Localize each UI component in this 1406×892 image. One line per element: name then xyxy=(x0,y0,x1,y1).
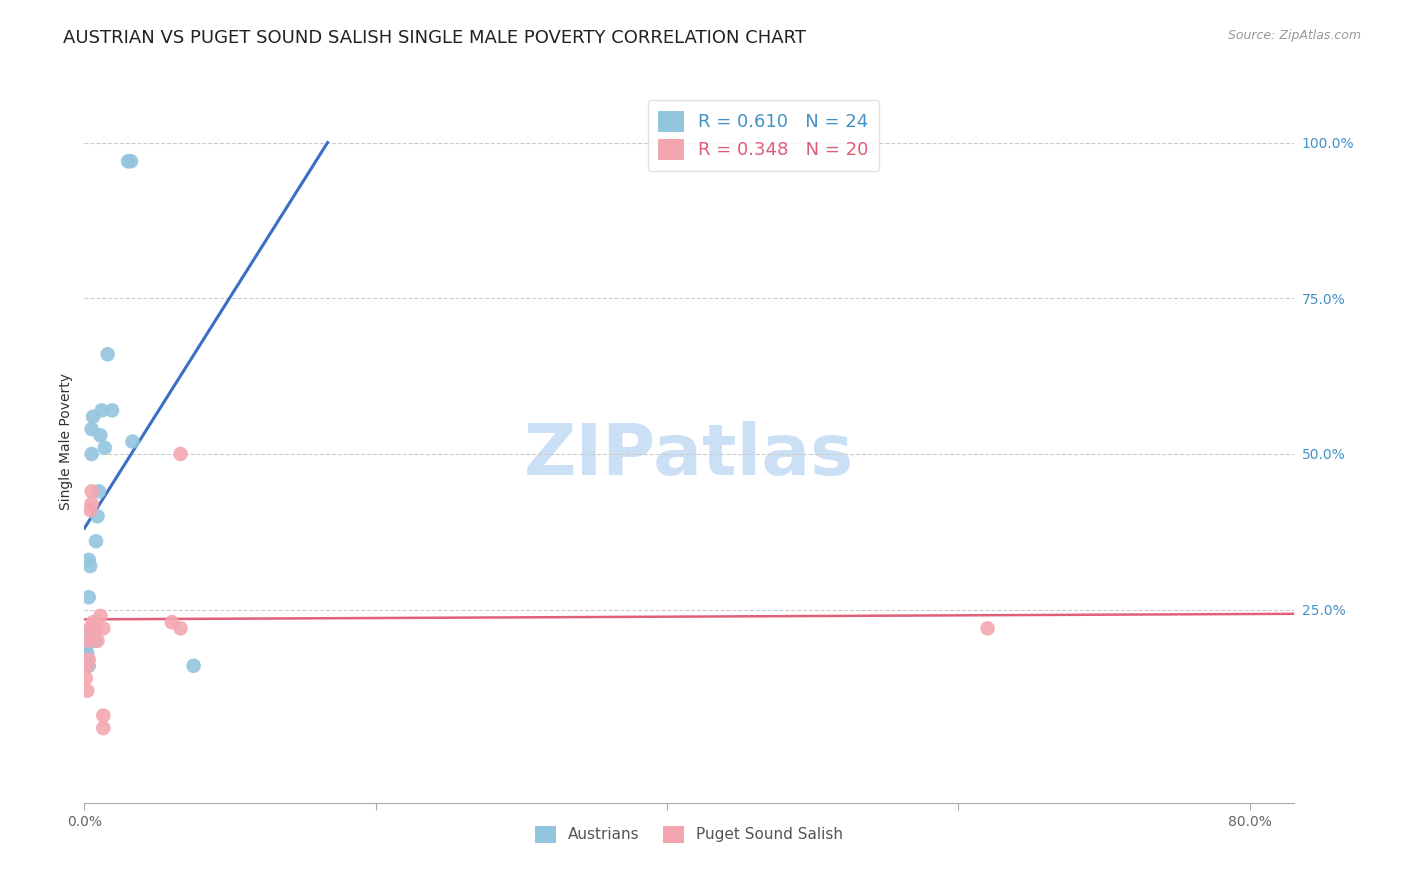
Point xyxy=(80,484,103,499)
Point xyxy=(120,154,142,169)
Point xyxy=(101,403,124,417)
Point xyxy=(86,509,108,524)
Point xyxy=(80,447,103,461)
Point xyxy=(77,591,100,605)
Point xyxy=(169,621,191,635)
Point xyxy=(160,615,183,630)
Point xyxy=(77,553,100,567)
Point xyxy=(84,621,107,635)
Point xyxy=(90,403,112,417)
Point xyxy=(86,633,108,648)
Point xyxy=(75,640,97,654)
Point xyxy=(976,621,998,635)
Point xyxy=(83,633,105,648)
Point xyxy=(79,559,101,574)
Point xyxy=(76,627,98,641)
Point xyxy=(75,652,97,666)
Point xyxy=(75,671,97,685)
Point xyxy=(79,621,101,635)
Point xyxy=(97,347,120,361)
Point xyxy=(77,658,100,673)
Point xyxy=(79,503,101,517)
Text: Source: ZipAtlas.com: Source: ZipAtlas.com xyxy=(1227,29,1361,42)
Point xyxy=(77,652,100,666)
Point xyxy=(89,428,111,442)
Point xyxy=(82,409,104,424)
Point xyxy=(84,534,107,549)
Point xyxy=(76,646,98,660)
Point xyxy=(87,484,110,499)
Point xyxy=(94,441,117,455)
Point xyxy=(82,615,104,630)
Y-axis label: Single Male Poverty: Single Male Poverty xyxy=(59,373,73,510)
Point xyxy=(117,154,139,169)
Point xyxy=(76,658,98,673)
Point xyxy=(169,447,191,461)
Point xyxy=(80,497,103,511)
Text: ZIPatlas: ZIPatlas xyxy=(524,422,853,491)
Point xyxy=(91,621,114,635)
Legend: Austrians, Puget Sound Salish: Austrians, Puget Sound Salish xyxy=(529,820,849,849)
Point xyxy=(183,658,205,673)
Point xyxy=(91,721,114,735)
Point xyxy=(91,708,114,723)
Point xyxy=(121,434,143,449)
Point xyxy=(77,633,100,648)
Point xyxy=(89,609,111,624)
Text: AUSTRIAN VS PUGET SOUND SALISH SINGLE MALE POVERTY CORRELATION CHART: AUSTRIAN VS PUGET SOUND SALISH SINGLE MA… xyxy=(63,29,806,46)
Point xyxy=(76,683,98,698)
Point xyxy=(80,422,103,436)
